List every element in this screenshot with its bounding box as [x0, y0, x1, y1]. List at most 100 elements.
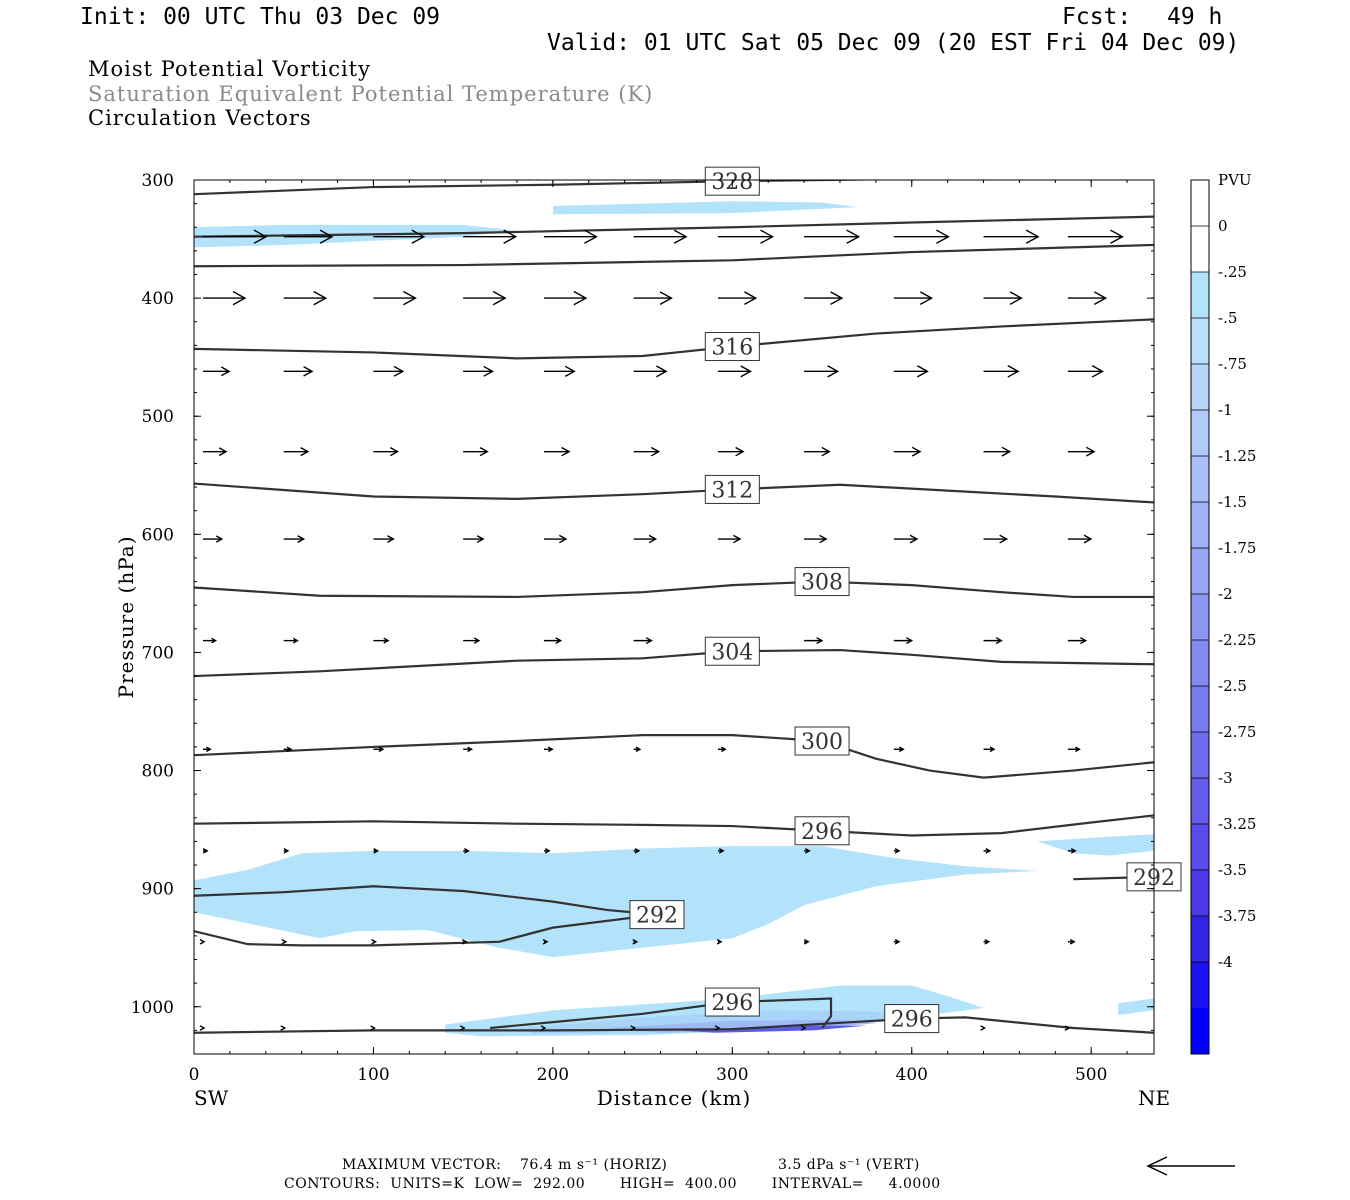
vector-6-6: [717, 746, 727, 753]
vector-8-7: [803, 938, 810, 945]
vector-7-8: [893, 848, 901, 854]
mpv-shade-7: [678, 1025, 867, 1033]
vector-2-2: [373, 365, 405, 377]
vector-6-5: [633, 746, 642, 753]
vector-3-6: [717, 446, 745, 457]
vector-9-7: [800, 1025, 807, 1031]
theta-es-contour-8: [194, 814, 1154, 837]
vector-6-3: [463, 746, 474, 753]
svg-text:308: 308: [801, 571, 843, 596]
vector-5-10: [1067, 637, 1088, 645]
colorbar-frame: [1190, 179, 1210, 1055]
vector-8-10: [1067, 938, 1076, 945]
colorbar-level-13: -3.25: [1218, 815, 1256, 833]
vector-7-10: [1067, 848, 1077, 854]
vector-4-7: [804, 534, 828, 544]
vector-3-7: [804, 446, 831, 457]
vector-8-3: [461, 938, 468, 945]
vector-6-9: [983, 746, 996, 753]
vector-3-9: [983, 446, 1012, 457]
vector-0-0: [202, 229, 268, 244]
svg-text:292: 292: [636, 904, 678, 929]
colorbar-swatch-8: [1191, 548, 1209, 595]
colorbar-level-15: -3.75: [1218, 907, 1256, 925]
vector-7-7: [804, 848, 811, 854]
vector-8-4: [542, 938, 549, 945]
vector-0-10: [1067, 229, 1124, 244]
svg-text:296: 296: [711, 991, 753, 1016]
vector-8-0: [199, 938, 206, 945]
x-tick-100: 100: [357, 1065, 389, 1085]
vector-5-1: [283, 637, 299, 644]
vector-2-7: [804, 365, 840, 378]
contour-label-11: 296: [704, 987, 760, 1017]
colorbar-swatch-3: [1191, 318, 1209, 365]
vector-1-7: [804, 291, 844, 305]
colorbar-level-12: -3: [1218, 769, 1233, 787]
vector-2-10: [1067, 365, 1104, 378]
colorbar-swatch-7: [1191, 502, 1209, 549]
colorbar-level-1: -.25: [1218, 263, 1247, 281]
vector-7-2: [373, 848, 380, 854]
vector-9-3: [459, 1025, 466, 1031]
colorbar-unit: PVU: [1218, 171, 1252, 189]
vector-9-9: [980, 1025, 987, 1031]
contour-label-9: 292: [629, 900, 685, 930]
vector-5-7: [804, 637, 824, 645]
colorbar-level-2: -.5: [1218, 309, 1237, 327]
svg-text:304: 304: [711, 640, 753, 665]
vector-2-4: [543, 365, 576, 377]
vector-4-4: [543, 534, 568, 544]
vector-8-5: [632, 938, 639, 945]
colorbar-swatch-9: [1191, 594, 1209, 641]
vector-0-2: [373, 229, 426, 244]
contour-label-8: 296: [794, 816, 850, 846]
vector-1-8: [893, 291, 934, 305]
vector-9-10: [1064, 1025, 1071, 1031]
vector-5-5: [633, 637, 653, 645]
max-vector-vert: 3.5 dPa s⁻¹ (VERT): [778, 1157, 920, 1173]
x-tick-400: 400: [896, 1065, 928, 1085]
vector-1-3: [463, 290, 507, 306]
x-axis-label: Distance (km): [597, 1086, 752, 1110]
colorbar-swatch-1: [1191, 226, 1209, 273]
colorbar-level-10: -2.5: [1218, 677, 1247, 695]
vector-2-9: [983, 365, 1020, 378]
colorbar-swatch-16: [1191, 916, 1209, 963]
colorbar-swatch-4: [1191, 364, 1209, 411]
colorbar-level-3: -.75: [1218, 355, 1247, 373]
mpv-shade-8: [1118, 998, 1154, 1016]
field-title-mpv: Moist Potential Vorticity: [88, 57, 371, 81]
vector-8-1: [281, 938, 288, 945]
vector-9-5: [630, 1025, 637, 1031]
vector-5-3: [463, 637, 481, 644]
vector-8-2: [371, 938, 377, 945]
theta-es-contour-4: [194, 482, 1154, 504]
vector-3-0: [202, 447, 228, 457]
max-vector-horiz: 76.4 m s⁻¹ (HORIZ): [520, 1157, 668, 1173]
theta-es-contour-0: [194, 180, 906, 196]
theta-es-contour-6: [194, 648, 1154, 678]
y-tick-400: 400: [142, 289, 174, 309]
vector-0-5: [633, 229, 688, 244]
colorbar-swatch-14: [1191, 824, 1209, 871]
vector-1-10: [1067, 291, 1108, 305]
contour-label-12: 296: [884, 1004, 940, 1034]
sw-label: SW: [194, 1086, 229, 1110]
y-tick-900: 900: [142, 880, 174, 900]
colorbar-swatch-18: [1191, 1008, 1209, 1055]
colorbar-level-7: -1.75: [1218, 539, 1256, 557]
colorbar-swatch-17: [1191, 962, 1209, 1009]
x-tick-500: 500: [1075, 1065, 1107, 1085]
contour-label-7: 300: [794, 726, 850, 756]
colorbar-level-16: -4: [1218, 953, 1233, 971]
vector-7-6: [717, 848, 725, 854]
vector-4-5: [633, 534, 658, 544]
vector-3-8: [893, 446, 922, 457]
vector-5-4: [543, 637, 563, 645]
vector-2-6: [717, 365, 752, 378]
vector-1-6: [717, 291, 758, 305]
vector-3-4: [543, 446, 571, 457]
contour-label-3: 316: [704, 332, 760, 362]
colorbar-level-5: -1.25: [1218, 447, 1256, 465]
